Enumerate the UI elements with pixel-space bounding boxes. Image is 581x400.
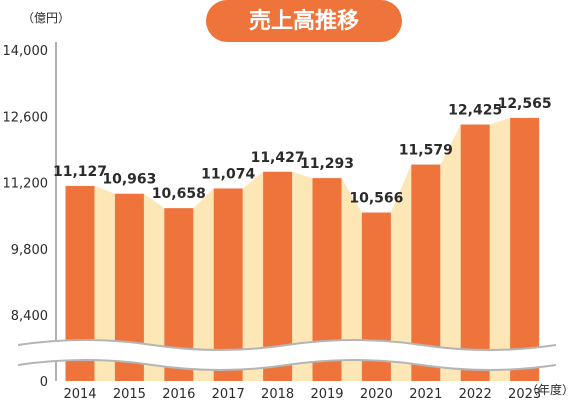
axis-break-band bbox=[18, 340, 556, 370]
y-tick-label-zero: 0 bbox=[40, 375, 48, 390]
x-tick-label: 2017 bbox=[212, 387, 245, 400]
y-tick-label: 8,400 bbox=[11, 309, 48, 324]
bridge-2019-2020 bbox=[341, 178, 362, 381]
data-label-2020: 10,566 bbox=[349, 191, 403, 207]
x-tick-label: 2022 bbox=[459, 387, 492, 400]
data-label-2015: 10,963 bbox=[102, 172, 156, 188]
y-unit-label: （億円） bbox=[22, 11, 70, 25]
data-label-2023: 12,565 bbox=[498, 96, 552, 112]
x-tick-label: 2020 bbox=[360, 387, 393, 400]
axis-break-line-bottom bbox=[17, 359, 557, 371]
data-label-2014: 11,127 bbox=[53, 164, 107, 180]
bridge-2018-2019 bbox=[292, 171, 313, 381]
data-label-2016: 10,658 bbox=[152, 186, 206, 202]
data-label-2022: 12,425 bbox=[448, 103, 502, 119]
x-tick-label: 2016 bbox=[162, 387, 195, 400]
data-label-2017: 11,074 bbox=[201, 166, 255, 182]
x-tick-label: 2021 bbox=[409, 387, 442, 400]
bridge-2017-2018 bbox=[242, 171, 264, 381]
bridge-2016-2017 bbox=[193, 188, 214, 381]
x-tick-label: 2018 bbox=[261, 387, 294, 400]
chart-title: 売上高推移 bbox=[249, 8, 359, 34]
x-tick-label: 2014 bbox=[63, 387, 96, 400]
bridge-2021-2022 bbox=[440, 124, 461, 381]
bar-2022 bbox=[460, 124, 490, 381]
x-unit-label: （年度） bbox=[526, 382, 574, 397]
bridge-2014-2015 bbox=[94, 185, 115, 381]
data-label-2019: 11,293 bbox=[300, 156, 354, 172]
axis-break-line-top bbox=[17, 339, 557, 351]
y-tick-label: 11,200 bbox=[3, 177, 49, 192]
data-label-2021: 11,579 bbox=[399, 143, 453, 159]
bridge-2015-2016 bbox=[143, 193, 165, 381]
chart-title-badge: 売上高推移 bbox=[206, 0, 402, 42]
x-tick-label: 2023 bbox=[508, 387, 541, 400]
y-tick-label: 14,000 bbox=[3, 44, 49, 59]
y-tick-label: 9,800 bbox=[11, 243, 48, 258]
x-tick-label: 2019 bbox=[310, 387, 343, 400]
bar-2023 bbox=[510, 117, 540, 381]
x-tick-label: 2015 bbox=[113, 387, 146, 400]
y-tick-label: 12,600 bbox=[3, 110, 49, 125]
data-label-2018: 11,427 bbox=[251, 150, 305, 166]
bridge-2022-2023 bbox=[489, 117, 511, 381]
bridge-2020-2021 bbox=[390, 164, 412, 381]
